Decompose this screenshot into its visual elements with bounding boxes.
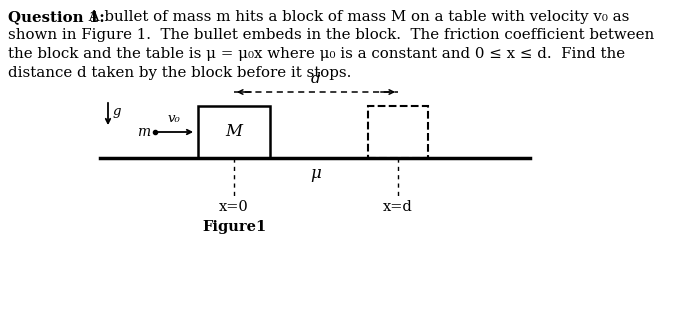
- Text: the block and the table is μ = μ₀x where μ₀ is a constant and 0 ≤ x ≤ d.  Find t: the block and the table is μ = μ₀x where…: [8, 47, 625, 61]
- Bar: [368, 106, 428, 158]
- Text: μ: μ: [311, 166, 321, 182]
- Text: x=d: x=d: [383, 200, 413, 214]
- Text: M: M: [225, 124, 243, 140]
- Text: shown in Figure 1.  The bullet embeds in the block.  The friction coefficient be: shown in Figure 1. The bullet embeds in …: [8, 29, 654, 42]
- Bar: [198, 106, 270, 158]
- Text: distance d taken by the block before it stops.: distance d taken by the block before it …: [8, 66, 352, 80]
- Text: g: g: [113, 106, 122, 119]
- Text: m: m: [137, 125, 150, 139]
- Text: x=0: x=0: [219, 200, 249, 214]
- Text: d: d: [311, 72, 321, 86]
- Text: Question 1:: Question 1:: [8, 10, 105, 24]
- Text: Figure1: Figure1: [202, 220, 266, 234]
- Text: v₀: v₀: [167, 112, 180, 125]
- Text: A bullet of mass m hits a block of mass M on a table with velocity v₀ as: A bullet of mass m hits a block of mass …: [84, 10, 630, 24]
